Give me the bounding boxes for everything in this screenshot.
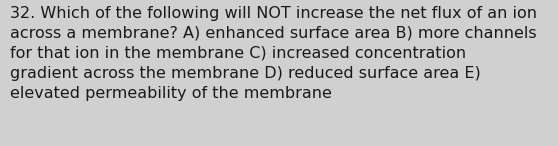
Text: 32. Which of the following will NOT increase the net flux of an ion
across a mem: 32. Which of the following will NOT incr… [10, 6, 537, 101]
